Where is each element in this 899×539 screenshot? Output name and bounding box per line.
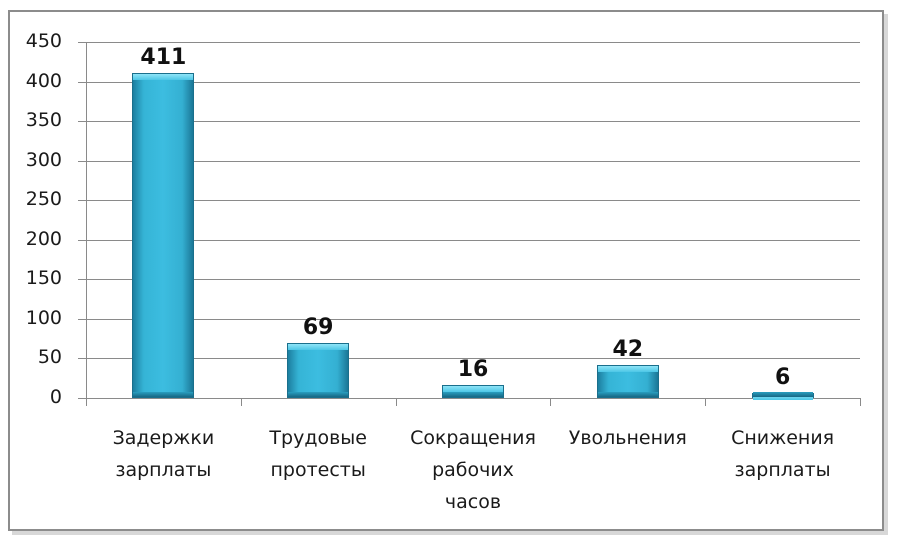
gridline (86, 398, 860, 399)
y-tick-mark (78, 398, 86, 399)
x-category-label-line: Трудовые (269, 427, 367, 449)
x-category-label-line: часов (444, 491, 502, 513)
x-category-label-line: Сокращения (410, 427, 536, 449)
y-tick-label: 100 (25, 306, 62, 329)
x-tick-mark (86, 398, 87, 406)
y-tick-label: 300 (25, 148, 62, 171)
gridline (86, 81, 860, 83)
y-tick-label: 200 (25, 227, 62, 250)
gridline (86, 200, 860, 202)
data-label: 411 (140, 44, 187, 70)
x-category-label-line: зарплаты (115, 459, 212, 481)
y-tick-label: 50 (37, 346, 62, 369)
y-tick-label: 150 (25, 267, 62, 290)
y-tick-mark (78, 318, 86, 320)
y-tick-mark (78, 239, 86, 241)
x-category-label: Трудовые протесты (243, 422, 393, 486)
x-category-label: Задержки зарплаты (88, 422, 238, 486)
gridline (86, 239, 860, 241)
y-tick-mark (78, 121, 86, 123)
y-tick-label: 450 (25, 30, 62, 52)
x-tick-mark (240, 398, 242, 406)
y-tick-mark (78, 279, 86, 281)
y-tick-mark (78, 358, 86, 360)
y-tick-label: 250 (25, 188, 62, 211)
gridline (86, 160, 860, 162)
x-category-label: Увольнения (553, 422, 703, 454)
x-category-label-line: Увольнения (568, 427, 687, 449)
bar (751, 392, 814, 400)
gridline (86, 358, 860, 360)
data-label: 16 (457, 357, 489, 383)
gridline (86, 42, 860, 43)
x-category-label-line: зарплаты (734, 459, 831, 481)
y-tick-mark (78, 200, 86, 202)
x-category-label-line: Снижения (731, 427, 835, 449)
frame-shadow-right (884, 14, 888, 533)
bar (287, 343, 350, 398)
y-tick-mark (78, 81, 86, 83)
y-axis (86, 42, 87, 399)
bar (442, 385, 504, 398)
bar (132, 72, 195, 398)
x-tick-mark (705, 398, 707, 406)
data-label: 42 (612, 336, 644, 362)
gridline (86, 121, 860, 123)
data-label: 6 (774, 365, 791, 390)
x-category-label-line: протесты (270, 459, 366, 481)
bar (596, 364, 659, 398)
x-category-label: Сокращения рабочих часов (398, 422, 548, 518)
frame-shadow-bottom (12, 531, 888, 535)
gridline (86, 318, 860, 320)
x-tick-mark (395, 398, 397, 406)
x-category-label-line: Задержки (112, 427, 215, 449)
x-category-label: Снижения зарплаты (708, 422, 858, 486)
x-tick-mark (550, 398, 552, 406)
y-tick-label: 0 (49, 386, 62, 408)
x-category-label-line: рабочих (432, 459, 514, 481)
y-tick-label: 350 (25, 109, 62, 132)
y-tick-label: 400 (25, 69, 62, 92)
data-label: 69 (302, 315, 334, 341)
x-tick-mark (860, 398, 861, 406)
y-tick-mark (78, 160, 86, 162)
y-tick-mark (78, 42, 86, 43)
gridline (86, 279, 860, 281)
